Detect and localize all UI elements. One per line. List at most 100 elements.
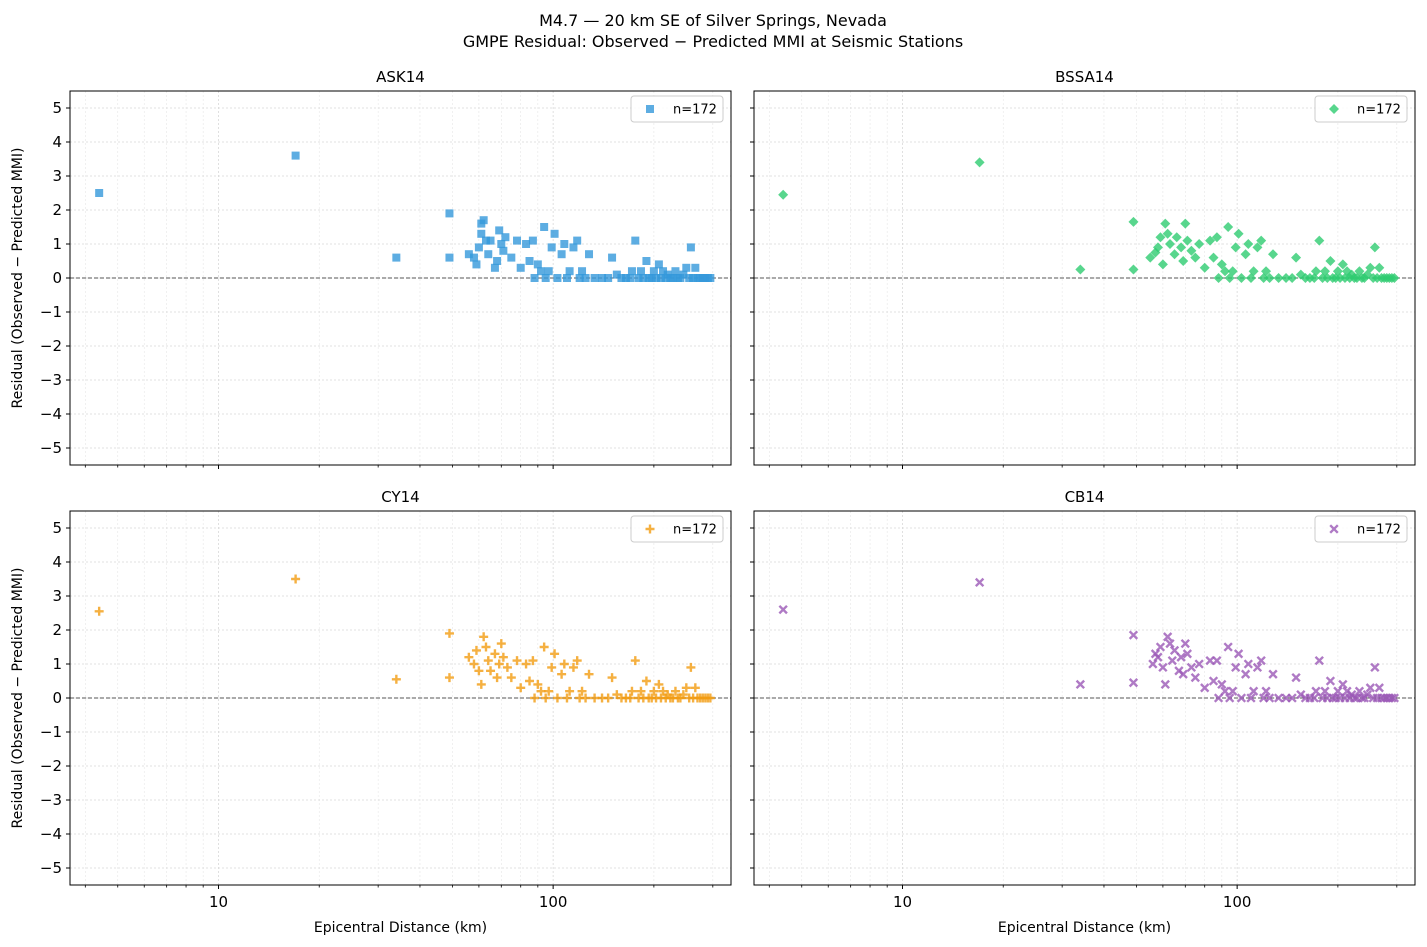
data-point xyxy=(1246,693,1256,703)
data-point xyxy=(569,243,578,252)
subplot-cy14: −5 −4 −3 −2 −1 0 1 2 3 4 5 10 100 CY14 Residual (Obser… xyxy=(10,488,732,936)
data-point xyxy=(617,274,626,282)
data-point xyxy=(1240,669,1251,679)
data-point xyxy=(1208,676,1219,686)
data-point xyxy=(1225,693,1235,703)
data-point xyxy=(1287,693,1297,703)
data-point xyxy=(464,250,473,259)
data-point xyxy=(1213,693,1224,703)
data-point xyxy=(1370,662,1380,673)
data-point xyxy=(612,270,621,279)
y-tick-label: −1 xyxy=(40,303,62,321)
x-tick-label: 10 xyxy=(209,893,228,911)
legend-label: n=172 xyxy=(1357,523,1401,538)
y-tick-label: −4 xyxy=(40,825,62,843)
data-point xyxy=(577,686,587,696)
data-point xyxy=(607,673,617,683)
data-point xyxy=(1365,683,1375,693)
data-point xyxy=(1155,642,1166,652)
data-point xyxy=(444,628,454,638)
data-point xyxy=(1374,262,1385,273)
data-point xyxy=(659,267,668,276)
data-point xyxy=(706,274,715,282)
data-point xyxy=(541,693,551,703)
data-point xyxy=(1365,262,1376,273)
data-point xyxy=(522,240,531,248)
data-point xyxy=(513,236,522,245)
subplot-title: CY14 xyxy=(381,488,419,506)
subplot-cb14: 10 100 CB14 Epicentral Distance (km) n=172 xyxy=(750,488,1416,936)
data-point xyxy=(528,656,538,666)
data-point xyxy=(1322,273,1333,283)
y-tick-label: 4 xyxy=(52,133,62,151)
y-tick-label: 3 xyxy=(52,587,62,605)
data-point xyxy=(557,669,567,679)
data-point xyxy=(581,693,591,703)
data-point xyxy=(627,267,636,276)
data-point xyxy=(1186,245,1197,256)
data-point xyxy=(573,236,582,245)
data-point xyxy=(1349,693,1359,703)
data-point xyxy=(1233,228,1244,239)
data-point xyxy=(1176,242,1187,253)
data-point xyxy=(641,676,651,686)
data-point xyxy=(1233,649,1244,659)
data-point xyxy=(1338,679,1348,690)
data-point xyxy=(1337,259,1348,270)
data-point xyxy=(506,673,516,683)
data-point xyxy=(541,274,550,282)
data-point xyxy=(658,686,668,696)
y-tick-label: −1 xyxy=(40,723,62,741)
data-point xyxy=(1223,642,1233,652)
data-point xyxy=(649,267,658,276)
data-point xyxy=(525,257,534,265)
y-tick-label: 0 xyxy=(52,269,62,287)
y-tick-label: 2 xyxy=(52,201,62,219)
data-point xyxy=(689,274,698,282)
data-point xyxy=(1220,686,1230,696)
data-point xyxy=(516,263,525,272)
data-point xyxy=(585,250,594,259)
data-point xyxy=(1180,638,1190,649)
data-point xyxy=(94,606,104,616)
data-point xyxy=(670,686,680,696)
data-point xyxy=(630,656,640,666)
data-point xyxy=(512,656,522,666)
subplot-ask14: −5 −4 −3 −2 −1 0 1 2 3 4 5 ASK14 Residual (Observed … xyxy=(10,68,732,469)
data-point xyxy=(476,679,486,689)
legend-marker xyxy=(1329,524,1339,534)
x-axis-label: Epicentral Distance (km) xyxy=(314,920,487,936)
data-point xyxy=(1309,693,1319,703)
data-point xyxy=(1160,218,1171,229)
data-point xyxy=(544,267,553,276)
data-point xyxy=(647,274,656,282)
y-tick-label: 5 xyxy=(52,519,62,537)
data-point xyxy=(603,693,613,703)
data-point xyxy=(1182,235,1193,246)
data-point xyxy=(1169,645,1180,656)
data-point xyxy=(1200,683,1210,693)
data-point xyxy=(1223,222,1234,232)
data-point xyxy=(1287,273,1298,283)
legend: n=172 xyxy=(630,95,724,123)
data-point xyxy=(1162,228,1173,239)
data-point xyxy=(1268,669,1278,679)
legend: n=172 xyxy=(1314,515,1408,543)
data-point xyxy=(686,662,696,672)
data-point xyxy=(1268,249,1279,260)
data-point xyxy=(612,690,622,700)
data-point xyxy=(621,274,630,282)
data-point xyxy=(1217,679,1227,690)
legend-marker xyxy=(1329,104,1339,114)
data-point xyxy=(501,233,510,242)
data-point xyxy=(778,604,788,615)
data-point xyxy=(484,250,493,259)
data-point xyxy=(652,274,661,282)
data-point xyxy=(493,257,502,265)
data-point xyxy=(1145,252,1156,263)
data-point xyxy=(537,267,546,276)
y-tick-label: −5 xyxy=(40,859,62,877)
data-point xyxy=(1240,249,1251,260)
